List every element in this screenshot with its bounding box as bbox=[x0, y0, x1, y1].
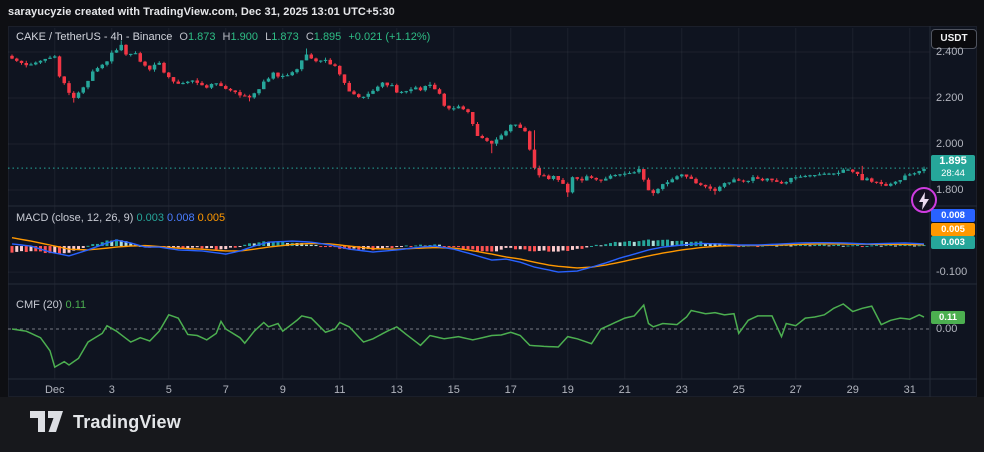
macd-tick-label: -0.100 bbox=[936, 266, 968, 279]
boost-lightning-button[interactable] bbox=[911, 187, 937, 213]
time-tick-label: 3 bbox=[108, 384, 115, 396]
tradingview-logo-text: TradingView bbox=[73, 411, 181, 432]
time-tick-label: 27 bbox=[789, 384, 802, 396]
time-tick-label: 31 bbox=[903, 384, 916, 396]
footer-bar: TradingView bbox=[0, 397, 984, 452]
time-tick-label: 21 bbox=[618, 384, 631, 396]
time-tick-label: 25 bbox=[732, 384, 745, 396]
time-tick-label: 23 bbox=[675, 384, 688, 396]
price-tick-label: 2.000 bbox=[936, 138, 964, 150]
high-value: 1.900 bbox=[230, 31, 259, 43]
macd-line-badge: 0.008 bbox=[931, 209, 975, 223]
time-tick-label: 13 bbox=[390, 384, 403, 396]
time-tick-label: Dec bbox=[44, 384, 65, 396]
macd-title[interactable]: MACD bbox=[16, 212, 49, 224]
currency-toggle-button[interactable]: USDT bbox=[931, 29, 977, 49]
macd-line-value: 0.008 bbox=[167, 212, 195, 224]
price-tick-label: 2.200 bbox=[936, 91, 964, 104]
change-value: +0.021 (+1.12%) bbox=[348, 31, 431, 43]
open-value: 1.873 bbox=[187, 31, 216, 43]
macd-signal-badge: 0.005 bbox=[931, 222, 975, 236]
macd-pane-legend: MACD (close, 12, 26, 9) 0.003 0.008 0.00… bbox=[16, 212, 225, 224]
time-tick-label: 19 bbox=[561, 384, 574, 396]
close-value: 1.895 bbox=[313, 31, 342, 43]
symbol-title[interactable]: CAKE / TetherUS - 4h - Binance bbox=[16, 31, 173, 43]
attribution-text: sarayucyzie created with TradingView.com… bbox=[8, 6, 395, 18]
low-value: 1.873 bbox=[271, 31, 299, 43]
tradingview-logo[interactable]: TradingView bbox=[30, 411, 181, 433]
price-tick-label: 1.800 bbox=[936, 184, 964, 197]
time-tick-label: 9 bbox=[279, 384, 286, 396]
bar-countdown: 28:44 bbox=[941, 168, 965, 180]
price-tick-label: 2.400 bbox=[936, 45, 964, 58]
price-pane-legend: CAKE / TetherUS - 4h - Binance O1.873 H1… bbox=[16, 31, 430, 43]
macd-hist-badge: 0.003 bbox=[931, 236, 975, 250]
time-tick-label: 11 bbox=[334, 384, 346, 396]
last-price-badge: 1.895 28:44 bbox=[931, 155, 975, 182]
cmf-params: (20) bbox=[42, 299, 63, 311]
lightning-icon bbox=[919, 192, 929, 210]
time-tick-label: 7 bbox=[222, 384, 229, 396]
close-label: C bbox=[305, 31, 314, 43]
time-tick-label: 15 bbox=[447, 384, 460, 396]
cmf-title[interactable]: CMF bbox=[16, 299, 40, 311]
chart-plot-area[interactable] bbox=[8, 26, 977, 397]
tradingview-logo-icon bbox=[30, 411, 63, 432]
open-label: O bbox=[179, 31, 188, 43]
time-tick-label: 29 bbox=[846, 384, 859, 396]
high-label: H bbox=[222, 31, 231, 43]
macd-signal-value: 0.005 bbox=[197, 212, 226, 224]
cmf-zero-label: 0.00 bbox=[936, 322, 958, 335]
last-price-value: 1.895 bbox=[939, 155, 967, 168]
macd-hist-value: 0.003 bbox=[136, 212, 164, 224]
time-tick-label: 17 bbox=[504, 384, 517, 396]
time-tick-label: 5 bbox=[165, 384, 172, 396]
cmf-badge: 0.11 bbox=[931, 310, 965, 324]
cmf-pane-legend: CMF (20) 0.11 bbox=[16, 299, 86, 311]
low-label: L bbox=[265, 31, 272, 43]
cmf-value: 0.11 bbox=[65, 299, 87, 311]
macd-params: (close, 12, 26, 9) bbox=[51, 212, 134, 224]
